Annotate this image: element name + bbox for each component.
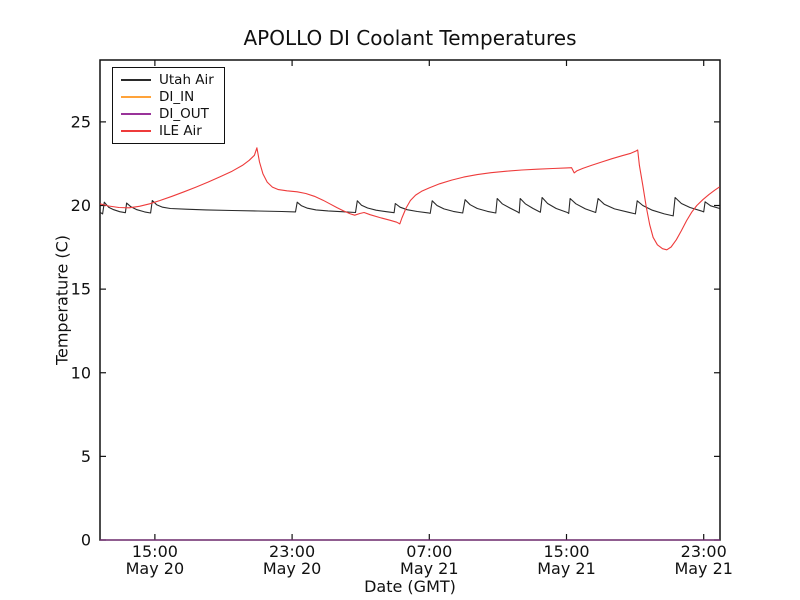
legend-item: Utah Air bbox=[119, 73, 214, 87]
chart-title: APOLLO DI Coolant Temperatures bbox=[243, 26, 577, 50]
legend-label: DI_IN bbox=[159, 89, 195, 105]
legend-line-swatch bbox=[121, 113, 151, 115]
x-tick-time-label: 15:00 bbox=[543, 542, 589, 561]
y-tick-label: 0 bbox=[81, 531, 91, 550]
x-tick-date-label: May 21 bbox=[537, 559, 596, 578]
legend-label: DI_OUT bbox=[159, 106, 209, 122]
legend-line-swatch bbox=[121, 96, 151, 98]
series-line-ile-air bbox=[99, 147, 721, 251]
x-tick-date-label: May 20 bbox=[263, 559, 322, 578]
y-tick-label: 15 bbox=[71, 280, 91, 299]
legend-box: Utah Air DI_IN DI_OUT ILE Air bbox=[112, 67, 225, 144]
x-tick-time-label: 15:00 bbox=[132, 542, 178, 561]
legend-label: ILE Air bbox=[159, 123, 202, 139]
y-tick-label: 10 bbox=[71, 363, 91, 382]
x-tick-time-label: 23:00 bbox=[269, 542, 315, 561]
y-tick-label: 20 bbox=[71, 196, 91, 215]
legend-item: DI_OUT bbox=[119, 107, 214, 121]
x-tick-time-label: 07:00 bbox=[406, 542, 452, 561]
x-tick-date-label: May 21 bbox=[400, 559, 459, 578]
legend-line-swatch bbox=[121, 79, 151, 81]
legend-item: DI_IN bbox=[119, 90, 214, 104]
x-tick-time-label: 23:00 bbox=[681, 542, 727, 561]
legend-line-swatch bbox=[121, 130, 151, 132]
x-axis-label: Date (GMT) bbox=[364, 577, 456, 596]
series-line-utah-air bbox=[99, 196, 720, 217]
legend-item: ILE Air bbox=[119, 124, 214, 138]
x-tick-date-label: May 20 bbox=[126, 559, 185, 578]
x-tick-date-label: May 21 bbox=[674, 559, 733, 578]
legend-label: Utah Air bbox=[159, 72, 214, 88]
y-tick-label: 25 bbox=[71, 112, 91, 131]
y-tick-label: 5 bbox=[81, 447, 91, 466]
